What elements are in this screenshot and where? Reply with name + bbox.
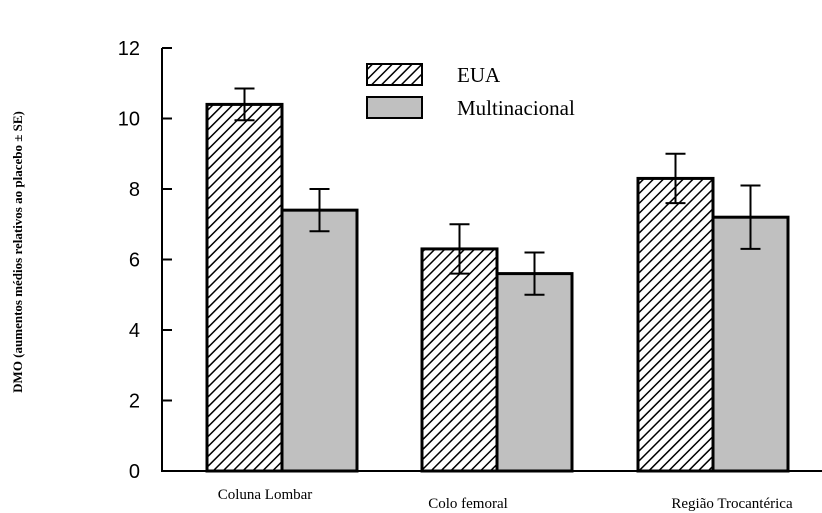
legend: EUA Multinacional [366, 63, 575, 120]
legend-label: Multinacional [457, 96, 575, 120]
bar-eua-2 [636, 176, 715, 473]
category-labels: Coluna Lombar Colo femoral Região Trocanté… [218, 487, 793, 512]
y-ticks: 0 2 4 6 8 10 12 [118, 38, 172, 483]
y-tick-label: 2 [129, 391, 140, 413]
category-label: Coluna Lombar [218, 487, 313, 503]
y-tick-label: 8 [129, 179, 140, 201]
y-tick-label: 4 [129, 320, 140, 342]
bar-eua-1 [420, 247, 499, 473]
legend-swatch [366, 63, 423, 86]
y-tick-label: 12 [118, 38, 140, 60]
legend-label: EUA [457, 63, 501, 87]
legend-swatch [366, 96, 423, 119]
error-bars [234, 87, 761, 296]
y-tick-label: 6 [129, 250, 140, 272]
y-axis-label: DMO (aumentos médios relativos ao placeb… [10, 111, 25, 393]
bar-eua-0 [205, 102, 284, 473]
bar-multinacional-2 [711, 215, 790, 473]
y-tick-label: 0 [129, 461, 140, 483]
category-label: Colo femoral [428, 496, 508, 512]
category-label: Região Trocantérica [671, 496, 793, 512]
bar-multinacional-1 [495, 272, 574, 473]
y-tick-label: 10 [118, 109, 140, 131]
bar-multinacional-0 [280, 208, 359, 473]
bars [205, 102, 790, 473]
